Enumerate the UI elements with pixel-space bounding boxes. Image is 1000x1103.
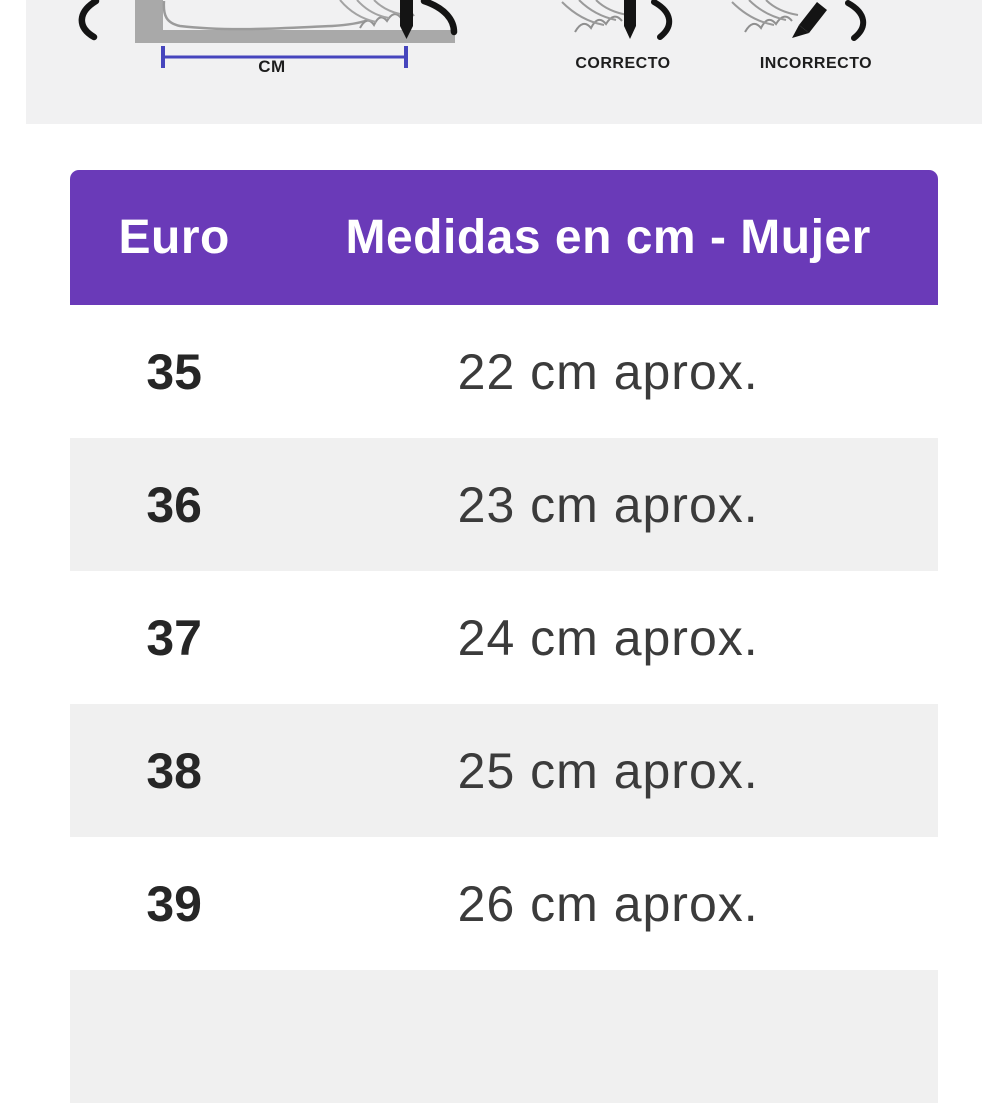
size-value: 39 (146, 875, 202, 932)
measure-value: 26 cm aprox. (457, 875, 759, 932)
correct-pencil-icon (561, 0, 672, 40)
table-row: 36 23 cm aprox. (70, 438, 938, 571)
cm-label: CM (258, 57, 286, 76)
size-value: 38 (146, 742, 202, 799)
size-table: Euro Medidas en cm - Mujer 35 22 cm apro… (70, 170, 938, 1103)
size-value: 37 (146, 609, 202, 666)
wall-and-floor-shape (135, 0, 455, 43)
size-value: 36 (146, 476, 202, 533)
measure-value: 22 cm aprox. (457, 343, 759, 400)
table-row-partial (70, 970, 938, 1103)
measurement-illustration (78, 0, 866, 68)
header-cell-euro: Euro (118, 211, 230, 264)
heel-arc (78, 0, 100, 41)
leg-arc (420, 0, 458, 36)
incorrect-pencil-icon (731, 0, 866, 41)
pencil-icon (400, 0, 413, 26)
table-row: 35 22 cm aprox. (70, 305, 938, 438)
cm-measure-line (161, 46, 408, 68)
header-cell-medidas: Medidas en cm - Mujer (345, 211, 871, 264)
foot-outline (162, 0, 369, 31)
foot-measure-diagram-icon (78, 0, 458, 43)
measurement-illustration-panel: CM CORRECTO INCORRECTO (26, 0, 982, 124)
table-row: 39 26 cm aprox. (70, 837, 938, 970)
measure-value: 25 cm aprox. (457, 742, 759, 799)
size-table-header: Euro Medidas en cm - Mujer (70, 170, 938, 305)
incorrecto-label: INCORRECTO (759, 55, 873, 72)
measure-value: 23 cm aprox. (457, 476, 759, 533)
correcto-label: CORRECTO (575, 55, 671, 72)
size-value: 35 (146, 343, 202, 400)
table-row: 38 25 cm aprox. (70, 704, 938, 837)
table-row: 37 24 cm aprox. (70, 571, 938, 704)
measure-value: 24 cm aprox. (457, 609, 759, 666)
